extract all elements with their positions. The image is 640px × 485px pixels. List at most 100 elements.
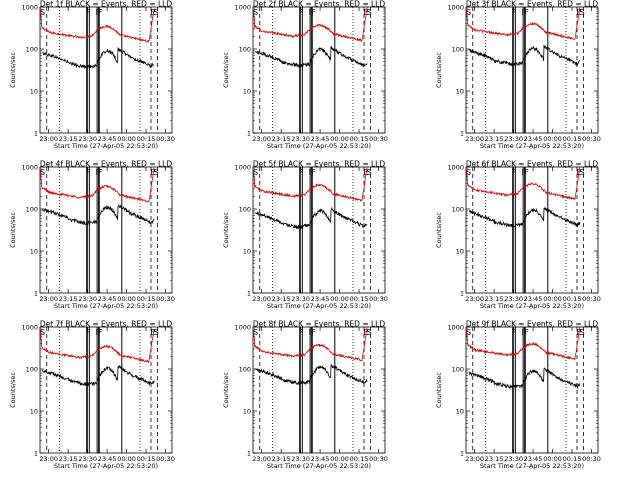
event-marker-E: E [150, 328, 155, 337]
chart-title: Det 4f BLACK = Events, RED = LLD [40, 160, 173, 169]
y-tick-label: 100 [239, 45, 251, 53]
event-marker-F: F [311, 168, 316, 177]
event-marker-F: F [95, 168, 100, 177]
y-tick-label: 10 [30, 247, 38, 255]
x-tick-label: 23:15 [59, 455, 78, 463]
y-axis-label: Counts/sec [9, 212, 17, 248]
chart-title: Det 9f BLACK = Events, RED = LLD [466, 320, 599, 329]
y-tick-label: 1000 [21, 3, 38, 11]
y-tick-label: 10 [30, 407, 38, 415]
y-tick-label: 10 [243, 247, 251, 255]
x-tick-label: 23:45 [524, 455, 543, 463]
x-tick-label: 00:15 [350, 135, 369, 143]
plot-frame [252, 326, 386, 454]
y-axis-label: Counts/sec [9, 372, 17, 408]
x-tick-label: 00:15 [350, 295, 369, 303]
x-tick-label: 00:00 [117, 455, 136, 463]
y-tick-label: 1 [247, 129, 251, 137]
event-marker-F: F [521, 8, 526, 17]
series-line-events [255, 363, 368, 386]
x-tick-label: 00:30 [369, 295, 388, 303]
x-tick-label: 23:30 [504, 135, 523, 143]
x-tick-label: 23:30 [291, 455, 310, 463]
chart-title: Det 5f BLACK = Events, RED = LLD [253, 160, 386, 169]
x-axis-label: Start Time (27-Apr-05 22:53:20) [267, 462, 371, 470]
series-line-lld [253, 326, 368, 362]
chart-title: Det 7f BLACK = Events, RED = LLD [40, 320, 173, 329]
y-tick-label: 100 [452, 205, 464, 213]
series-line-events [468, 206, 581, 229]
x-axis-label: Start Time (27-Apr-05 22:53:20) [480, 302, 584, 310]
y-tick-label: 100 [26, 45, 38, 53]
x-tick-label: 00:30 [156, 295, 175, 303]
x-tick-label: 23:45 [98, 455, 117, 463]
y-axis-label: Counts/sec [222, 52, 230, 88]
y-tick-label: 1 [460, 289, 464, 297]
event-marker-E: E [150, 8, 155, 17]
y-axis-label: Counts/sec [435, 52, 443, 88]
x-tick-label: 00:30 [582, 455, 601, 463]
plot-frame [39, 6, 173, 134]
x-axis-label: Start Time (27-Apr-05 22:53:20) [267, 142, 371, 150]
y-axis-label: Counts/sec [222, 212, 230, 248]
x-tick-label: 23:30 [291, 295, 310, 303]
x-tick-label: 23:15 [272, 455, 291, 463]
x-tick-label: 00:00 [543, 295, 562, 303]
event-marker-F: F [512, 328, 517, 337]
event-marker-S: S [367, 8, 372, 17]
y-tick-label: 1000 [234, 3, 251, 11]
y-tick-label: 1 [247, 289, 251, 297]
series-line-events [42, 46, 155, 70]
x-tick-label: 00:15 [137, 455, 156, 463]
x-tick-label: 00:30 [369, 455, 388, 463]
y-tick-label: 1000 [447, 163, 464, 171]
event-marker-S: S [154, 8, 159, 17]
event-marker-F: F [521, 168, 526, 177]
x-tick-label: 23:45 [98, 295, 117, 303]
series-line-events [468, 44, 581, 67]
y-axis-label: Counts/sec [435, 372, 443, 408]
y-tick-label: 1000 [234, 163, 251, 171]
x-tick-label: 00:00 [543, 135, 562, 143]
event-marker-F: F [98, 328, 103, 337]
chart-title: Det 6f BLACK = Events, RED = LLD [466, 160, 599, 169]
y-tick-label: 10 [456, 247, 464, 255]
x-tick-label: 23:00 [39, 295, 58, 303]
x-tick-label: 00:15 [350, 455, 369, 463]
event-marker-F: F [86, 328, 91, 337]
y-tick-label: 100 [452, 365, 464, 373]
y-tick-label: 1 [34, 129, 38, 137]
x-tick-label: 00:00 [330, 295, 349, 303]
y-tick-label: 1000 [234, 323, 251, 331]
x-tick-label: 23:45 [311, 295, 330, 303]
event-marker-S: S [580, 168, 585, 177]
event-marker-F: F [512, 8, 517, 17]
chart-title: Det 1f BLACK = Events, RED = LLD [40, 0, 173, 9]
series-line-lld [40, 167, 155, 203]
event-marker-F: F [524, 168, 529, 177]
series-line-events [42, 203, 155, 226]
y-tick-label: 10 [456, 87, 464, 95]
plot-frame [465, 166, 599, 294]
plot-frame [252, 6, 386, 134]
event-marker-F: F [98, 168, 103, 177]
y-tick-label: 10 [243, 87, 251, 95]
series-line-lld [466, 166, 581, 201]
x-axis-label: Start Time (27-Apr-05 22:53:20) [54, 142, 158, 150]
x-tick-label: 23:45 [98, 135, 117, 143]
y-tick-label: 1000 [21, 323, 38, 331]
event-marker-F: F [311, 328, 316, 337]
x-tick-label: 00:15 [563, 135, 582, 143]
x-tick-label: 23:00 [465, 295, 484, 303]
y-tick-label: 1 [247, 449, 251, 457]
x-tick-label: 00:30 [369, 135, 388, 143]
x-tick-label: 23:30 [78, 455, 97, 463]
x-tick-label: 00:00 [330, 135, 349, 143]
x-tick-label: 00:30 [582, 295, 601, 303]
chart-title: Det 8f BLACK = Events, RED = LLD [253, 320, 386, 329]
